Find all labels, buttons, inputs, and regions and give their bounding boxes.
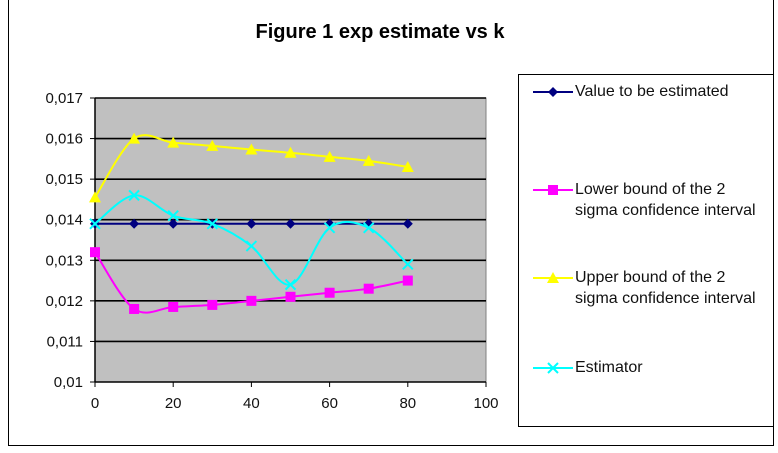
data-point xyxy=(246,218,257,229)
marker-stroke xyxy=(206,218,219,230)
data-point xyxy=(402,218,413,229)
data-point xyxy=(206,139,219,151)
legend: Value to be estimated Lower bound of the … xyxy=(518,74,774,427)
x-tick-label: 0 xyxy=(91,395,99,412)
x-tick-label: 20 xyxy=(165,395,182,412)
data-point xyxy=(285,291,296,302)
data-point xyxy=(246,295,257,306)
data-point xyxy=(323,222,336,234)
data-point xyxy=(401,160,414,172)
data-point xyxy=(363,283,374,294)
marker-stroke xyxy=(128,189,140,202)
data-point xyxy=(362,154,375,166)
data-point xyxy=(323,150,336,162)
marker-stroke xyxy=(167,209,179,222)
legend-swatch xyxy=(533,362,573,374)
legend-swatch xyxy=(533,87,573,97)
data-point xyxy=(89,191,101,203)
legend-marker xyxy=(547,272,559,283)
y-tick-label: 0,014 xyxy=(45,212,83,229)
plot-area xyxy=(94,97,487,383)
x-tick-label: 100 xyxy=(473,395,498,412)
legend-label: Value to be estimated xyxy=(575,83,729,100)
data-point xyxy=(362,222,375,234)
series-1 xyxy=(90,247,413,314)
data-point xyxy=(167,136,180,148)
marker-stroke xyxy=(245,240,258,252)
y-tick-label: 0,011 xyxy=(47,333,83,350)
series-2 xyxy=(89,132,414,203)
x-tick-label: 80 xyxy=(399,395,416,412)
chart-title: Figure 1 exp estimate vs k xyxy=(255,21,505,43)
legend-label: Upper bound of the 2 sigma confidence in… xyxy=(575,269,756,307)
data-point xyxy=(90,247,100,258)
data-point xyxy=(168,218,179,229)
data-point xyxy=(128,132,141,144)
legend-label: Lower bound of the 2 sigma confidence in… xyxy=(575,181,756,219)
data-point xyxy=(206,218,219,230)
data-point xyxy=(285,218,296,229)
marker-stroke xyxy=(89,218,101,230)
legend-label: Estimator xyxy=(575,359,643,376)
y-tick-label: 0,015 xyxy=(45,171,83,188)
data-point xyxy=(284,278,297,291)
data-point xyxy=(128,189,140,202)
marker-stroke xyxy=(323,222,336,234)
x-tick-label: 60 xyxy=(321,395,338,412)
y-tick-label: 0,013 xyxy=(45,252,83,269)
data-point xyxy=(89,218,101,230)
y-tick-label: 0,01 xyxy=(54,374,83,391)
data-point xyxy=(402,258,414,271)
legend-marker xyxy=(548,87,558,97)
y-tick-label: 0,012 xyxy=(45,293,83,310)
marker-stroke xyxy=(362,222,375,234)
data-point xyxy=(324,287,335,298)
legend-marker xyxy=(548,185,558,195)
data-point xyxy=(129,218,140,229)
data-point xyxy=(284,146,297,158)
y-tick-label: 0,016 xyxy=(45,131,83,148)
data-point xyxy=(245,143,258,155)
data-point xyxy=(129,303,140,314)
x-tick-label: 40 xyxy=(243,395,260,412)
marker-stroke xyxy=(547,362,559,374)
series-3 xyxy=(89,189,414,291)
data-point xyxy=(168,301,179,312)
data-point xyxy=(402,275,413,286)
data-point xyxy=(245,240,258,252)
legend-swatch xyxy=(533,185,573,195)
marker-stroke xyxy=(284,278,297,291)
legend-swatch xyxy=(533,272,573,283)
legend-marker xyxy=(547,362,559,374)
marker-stroke xyxy=(402,258,414,271)
y-tick-label: 0,017 xyxy=(45,90,83,107)
data-point xyxy=(167,209,179,222)
data-point xyxy=(207,299,218,310)
